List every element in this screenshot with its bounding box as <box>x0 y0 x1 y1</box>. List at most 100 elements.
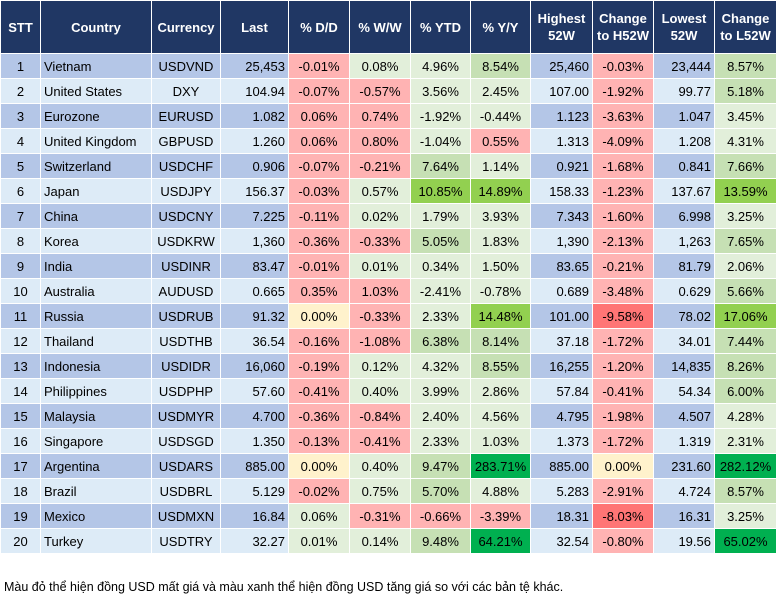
table-row[interactable]: 3 Eurozone EURUSD 1.082 0.06% 0.74% -1.92% -0.4… <box>0 103 777 129</box>
cell-dd: 0.35% <box>288 278 350 304</box>
cell-currency: USDSGD <box>151 428 221 454</box>
table-row[interactable]: 19 Mexico USDMXN 16.84 0.06% -0.31% -0.66% -3.3… <box>0 503 777 529</box>
header-dd[interactable]: % D/D <box>288 0 350 54</box>
cell-currency: USDCNY <box>151 203 221 229</box>
header-stt[interactable]: STT <box>0 0 41 54</box>
table-row[interactable]: 17 Argentina USDARS 885.00 0.00% 0.40% 9.47% 28… <box>0 453 777 479</box>
cell-ch-high: -0.03% <box>592 53 654 79</box>
cell-currency: USDIDR <box>151 353 221 379</box>
cell-last: 1.260 <box>220 128 289 154</box>
header-low[interactable]: Lowest 52W <box>653 0 715 54</box>
table-row[interactable]: 2 United States DXY 104.94 -0.07% -0.57% 3.56%… <box>0 78 777 104</box>
cell-stt: 10 <box>0 278 41 304</box>
cell-last: 83.47 <box>220 253 289 279</box>
table-row[interactable]: 8 Korea USDKRW 1,360 -0.36% -0.33% 5.05% 1.83% 1… <box>0 228 777 254</box>
cell-low: 1.208 <box>653 128 715 154</box>
table-row[interactable]: 18 Brazil USDBRL 5.129 -0.02% 0.75% 5.70% 4.88%… <box>0 478 777 504</box>
cell-yy: 14.89% <box>470 178 531 204</box>
cell-yy: 8.55% <box>470 353 531 379</box>
cell-ww: -0.33% <box>349 303 411 329</box>
cell-ytd: 9.47% <box>410 453 471 479</box>
cell-ch-high: -1.68% <box>592 153 654 179</box>
cell-currency: USDTHB <box>151 328 221 354</box>
cell-country: Argentina <box>40 453 152 479</box>
cell-dd: 0.06% <box>288 503 350 529</box>
cell-dd: -0.01% <box>288 253 350 279</box>
table-row[interactable]: 16 Singapore USDSGD 1.350 -0.13% -0.41% 2.33% 1… <box>0 428 777 454</box>
table-row[interactable]: 13 Indonesia USDIDR 16,060 -0.19% 0.12% 4.32% 8… <box>0 353 777 379</box>
cell-high: 0.689 <box>530 278 593 304</box>
header-country[interactable]: Country <box>40 0 152 54</box>
cell-ch-low: 8.57% <box>714 478 777 504</box>
cell-ch-high: -1.72% <box>592 328 654 354</box>
cell-high: 1.123 <box>530 103 593 129</box>
table-row[interactable]: 1 Vietnam USDVND 25,453 -0.01% 0.08% 4.96% 8.54… <box>0 53 777 79</box>
cell-country: United States <box>40 78 152 104</box>
cell-stt: 3 <box>0 103 41 129</box>
cell-low: 137.67 <box>653 178 715 204</box>
table-row[interactable]: 9 India USDINR 83.47 -0.01% 0.01% 0.34% 1.50% 83… <box>0 253 777 279</box>
table-row[interactable]: 5 Switzerland USDCHF 0.906 -0.07% -0.21% 7.64%… <box>0 153 777 179</box>
cell-low: 81.79 <box>653 253 715 279</box>
header-yy[interactable]: % Y/Y <box>470 0 531 54</box>
cell-last: 5.129 <box>220 478 289 504</box>
cell-ch-low: 65.02% <box>714 528 777 554</box>
cell-ch-low: 3.45% <box>714 103 777 129</box>
cell-stt: 2 <box>0 78 41 104</box>
cell-low: 99.77 <box>653 78 715 104</box>
cell-ytd: 10.85% <box>410 178 471 204</box>
cell-ww: -0.41% <box>349 428 411 454</box>
cell-country: Malaysia <box>40 403 152 429</box>
table-row[interactable]: 14 Philippines USDPHP 57.60 -0.41% 0.40% 3.99%… <box>0 378 777 404</box>
cell-dd: -0.13% <box>288 428 350 454</box>
cell-yy: 1.14% <box>470 153 531 179</box>
header-ww[interactable]: % W/W <box>349 0 411 54</box>
table-row[interactable]: 7 China USDCNY 7.225 -0.11% 0.02% 1.79% 3.93% 7.… <box>0 203 777 229</box>
cell-low: 34.01 <box>653 328 715 354</box>
cell-currency: USDMYR <box>151 403 221 429</box>
cell-dd: -0.02% <box>288 478 350 504</box>
cell-low: 16.31 <box>653 503 715 529</box>
cell-dd: -0.11% <box>288 203 350 229</box>
cell-ytd: -1.92% <box>410 103 471 129</box>
table-row[interactable]: 12 Thailand USDTHB 36.54 -0.16% -1.08% 6.38% 8.… <box>0 328 777 354</box>
table-row[interactable]: 11 Russia USDRUB 91.32 0.00% -0.33% 2.33% 14.48… <box>0 303 777 329</box>
cell-ww: 0.57% <box>349 178 411 204</box>
cell-yy: 2.45% <box>470 78 531 104</box>
cell-low: 23,444 <box>653 53 715 79</box>
table-row[interactable]: 15 Malaysia USDMYR 4.700 -0.36% -0.84% 2.40% 4.… <box>0 403 777 429</box>
cell-ytd: 5.05% <box>410 228 471 254</box>
cell-last: 36.54 <box>220 328 289 354</box>
cell-high: 18.31 <box>530 503 593 529</box>
header-last[interactable]: Last <box>220 0 289 54</box>
cell-currency: DXY <box>151 78 221 104</box>
cell-high: 885.00 <box>530 453 593 479</box>
cell-stt: 15 <box>0 403 41 429</box>
cell-high: 1,390 <box>530 228 593 254</box>
header-ch-low[interactable]: Change to L52W <box>714 0 777 54</box>
cell-country: India <box>40 253 152 279</box>
header-ytd[interactable]: % YTD <box>410 0 471 54</box>
cell-country: Philippines <box>40 378 152 404</box>
cell-ch-low: 2.31% <box>714 428 777 454</box>
cell-country: Eurozone <box>40 103 152 129</box>
cell-country: Brazil <box>40 478 152 504</box>
cell-stt: 17 <box>0 453 41 479</box>
cell-ww: 0.40% <box>349 453 411 479</box>
header-currency[interactable]: Currency <box>151 0 221 54</box>
cell-ch-low: 3.25% <box>714 203 777 229</box>
cell-ytd: 2.33% <box>410 428 471 454</box>
table-row[interactable]: 20 Turkey USDTRY 32.27 0.01% 0.14% 9.48% 64.21%… <box>0 528 777 554</box>
cell-low: 4.724 <box>653 478 715 504</box>
cell-high: 32.54 <box>530 528 593 554</box>
cell-stt: 5 <box>0 153 41 179</box>
table-row[interactable]: 10 Australia AUDUSD 0.665 0.35% 1.03% -2.41% -0… <box>0 278 777 304</box>
cell-ch-high: -4.09% <box>592 128 654 154</box>
table-row[interactable]: 4 United Kingdom GBPUSD 1.260 0.06% 0.80% -1.0… <box>0 128 777 154</box>
table-row[interactable]: 6 Japan USDJPY 156.37 -0.03% 0.57% 10.85% 14.89… <box>0 178 777 204</box>
cell-dd: -0.16% <box>288 328 350 354</box>
cell-ww: -0.57% <box>349 78 411 104</box>
header-high[interactable]: Highest 52W <box>530 0 593 54</box>
cell-ch-low: 4.31% <box>714 128 777 154</box>
header-ch-high[interactable]: Change to H52W <box>592 0 654 54</box>
